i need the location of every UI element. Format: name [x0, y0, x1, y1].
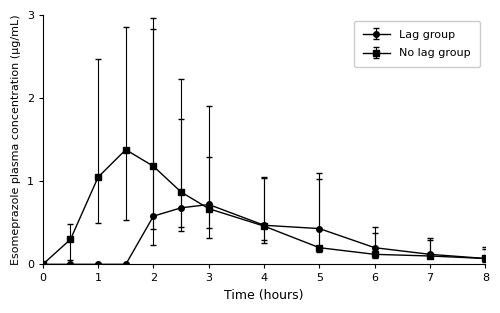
Y-axis label: Esomeprazole plasma concentration (μg/mL): Esomeprazole plasma concentration (μg/mL… [11, 14, 21, 265]
Legend: Lag group, No lag group: Lag group, No lag group [354, 21, 480, 67]
X-axis label: Time (hours): Time (hours) [224, 289, 304, 302]
